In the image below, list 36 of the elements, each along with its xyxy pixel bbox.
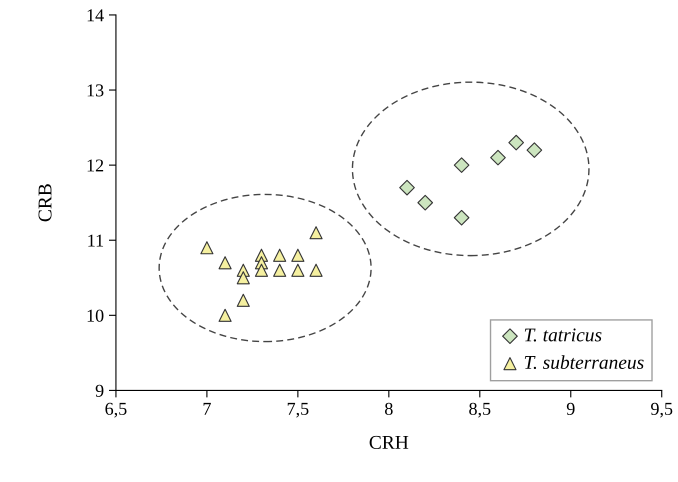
point xyxy=(200,241,214,254)
x-tick-label: 7,5 xyxy=(288,402,308,418)
point xyxy=(399,180,415,196)
point xyxy=(273,248,286,262)
x-axis-title: CRH xyxy=(370,436,408,449)
point xyxy=(236,294,250,307)
point xyxy=(417,194,434,211)
point xyxy=(454,157,470,173)
point xyxy=(218,308,232,322)
x-tick-label: 8 xyxy=(385,402,393,415)
y-tick-label: 12 xyxy=(88,159,104,172)
y-tick-label: 9 xyxy=(96,384,104,397)
y-tick-label: 14 xyxy=(88,9,104,22)
y-tick-label: 13 xyxy=(88,84,104,96)
point xyxy=(309,226,323,240)
x-tick-label: 7 xyxy=(204,402,211,415)
point xyxy=(508,134,524,150)
point xyxy=(291,264,304,277)
point xyxy=(454,210,470,226)
point xyxy=(254,264,268,277)
point xyxy=(309,264,323,277)
legend-label: T. tatricus xyxy=(524,328,602,342)
point xyxy=(490,150,506,166)
x-tick-label: 6,5 xyxy=(105,402,127,418)
point xyxy=(291,248,304,262)
y-axis-title: CRB xyxy=(38,184,52,222)
point xyxy=(273,264,286,277)
point xyxy=(218,256,232,270)
x-tick-label: 9,5 xyxy=(651,402,672,418)
point xyxy=(236,271,250,284)
x-tick-label: 8,5 xyxy=(469,402,490,418)
legend-label: T. subterraneus xyxy=(524,355,644,370)
y-tick-label: 11 xyxy=(88,234,104,246)
y-tick-label: 10 xyxy=(88,310,104,322)
x-tick-label: 9 xyxy=(566,402,575,415)
point xyxy=(526,142,542,158)
